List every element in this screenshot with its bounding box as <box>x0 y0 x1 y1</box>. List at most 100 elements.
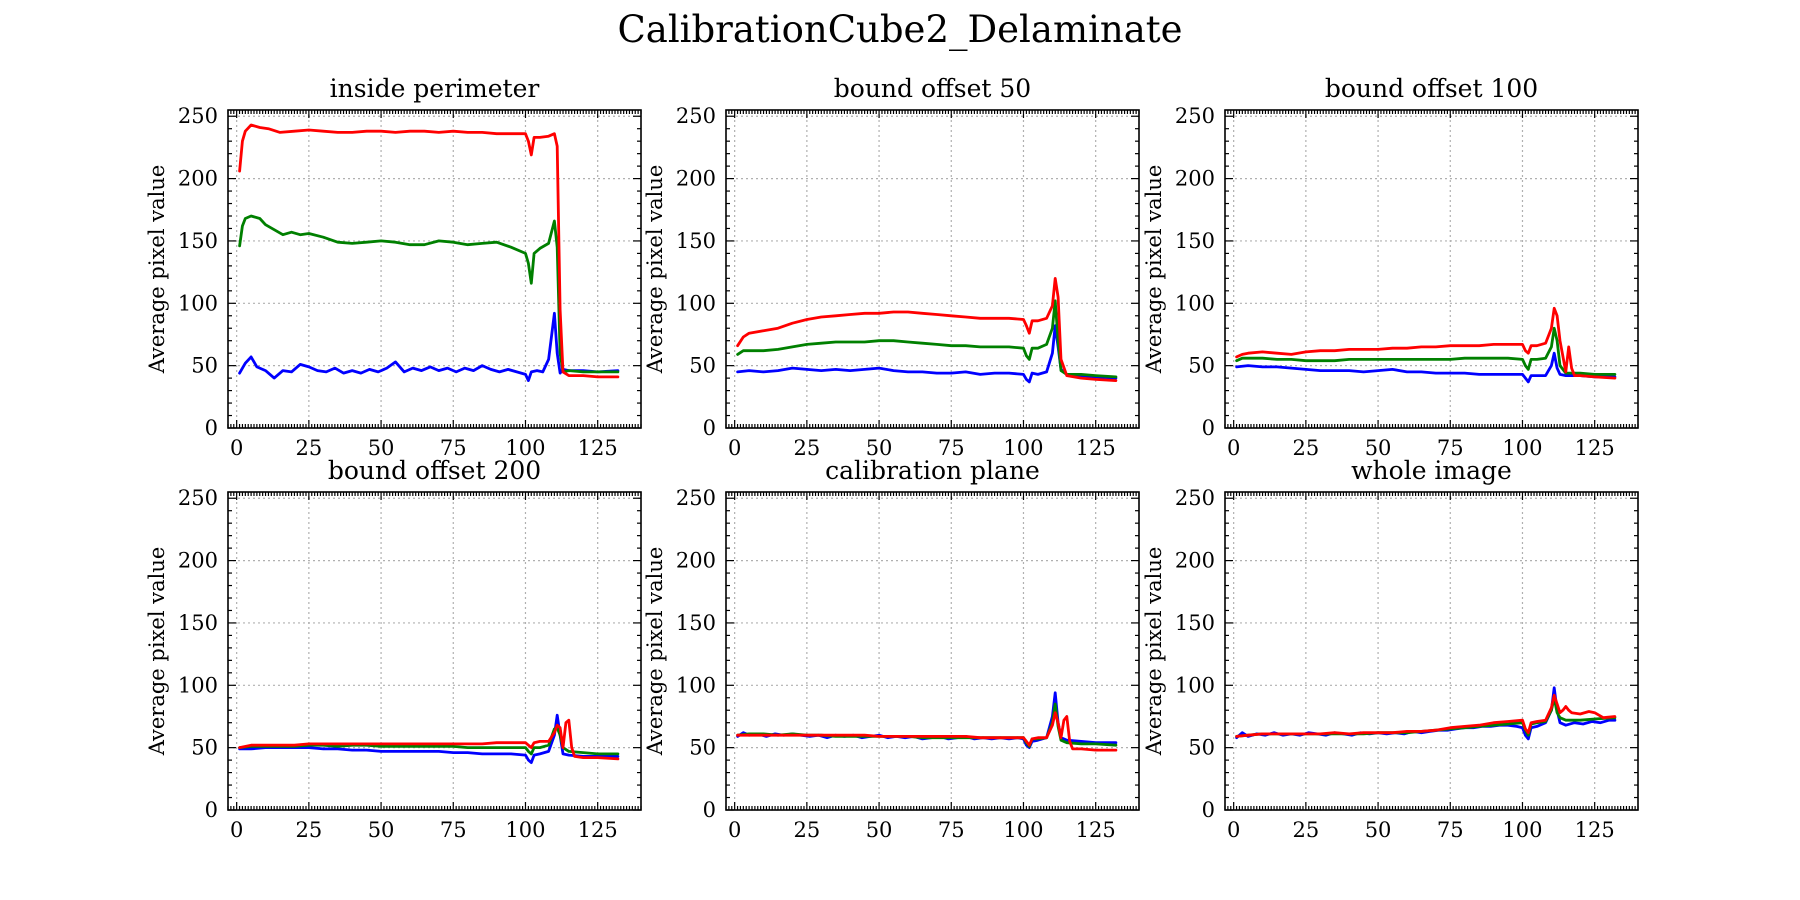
series-line-red <box>736 711 1118 752</box>
y-axis-label: Average pixel value <box>1142 165 1166 375</box>
series-line-blue <box>238 311 620 383</box>
x-tick-label: 100 <box>1502 436 1542 460</box>
x-tick-label: 75 <box>440 436 467 460</box>
series-line-red <box>736 276 1118 383</box>
x-tick-label: 100 <box>1502 818 1542 842</box>
y-tick-label: 100 <box>676 673 716 697</box>
x-tick-label: 50 <box>866 436 893 460</box>
y-tick-label: 150 <box>178 229 218 253</box>
subplot-title: inside perimeter <box>330 74 540 103</box>
subplot-title: whole image <box>1351 456 1512 485</box>
x-tick-label: 125 <box>1076 436 1116 460</box>
figure-title: CalibrationCube2_Delaminate <box>617 8 1182 52</box>
y-tick-label: 200 <box>676 167 716 191</box>
y-tick-label: 0 <box>1202 798 1215 822</box>
y-axis-label: Average pixel value <box>145 547 169 757</box>
y-tick-label: 150 <box>1175 611 1215 635</box>
x-tick-label: 75 <box>938 818 965 842</box>
y-tick-label: 100 <box>1175 291 1215 315</box>
x-tick-label: 0 <box>1227 436 1240 460</box>
y-tick-label: 250 <box>178 486 218 510</box>
y-tick-label: 150 <box>1175 229 1215 253</box>
subplot-title: bound offset 200 <box>328 456 541 485</box>
y-tick-label: 250 <box>676 104 716 128</box>
x-tick-label: 100 <box>1003 436 1043 460</box>
series-line-red <box>1235 306 1617 380</box>
subplot-3: 0 25 50 75 100 125 0 50 100 150 200 250 bound offset… <box>1142 74 1639 460</box>
plot-frame <box>725 491 1140 811</box>
x-tick-label: 75 <box>938 436 965 460</box>
x-tick-label: 75 <box>440 818 467 842</box>
x-tick-label: 125 <box>1575 436 1615 460</box>
y-axis-label: Average pixel value <box>145 165 169 375</box>
subplot-6: 0 25 50 75 100 125 0 50 100 150 200 250 whole image A… <box>1142 456 1639 842</box>
y-tick-label: 0 <box>205 416 218 440</box>
y-tick-label: 250 <box>676 486 716 510</box>
subplot-title: bound offset 100 <box>1325 74 1538 103</box>
series-line-blue <box>736 691 1118 749</box>
y-tick-label: 250 <box>178 104 218 128</box>
y-tick-label: 100 <box>178 291 218 315</box>
y-tick-label: 150 <box>676 229 716 253</box>
x-tick-label: 25 <box>1293 818 1320 842</box>
x-tick-label: 100 <box>505 436 545 460</box>
series-line-blue <box>1235 351 1617 384</box>
x-tick-label: 25 <box>793 818 820 842</box>
x-tick-label: 125 <box>1575 818 1615 842</box>
y-tick-label: 50 <box>191 354 218 378</box>
x-tick-label: 0 <box>728 818 741 842</box>
plot-frame <box>1224 109 1639 429</box>
series-line-red <box>238 123 620 379</box>
y-tick-label: 0 <box>205 798 218 822</box>
x-tick-label: 100 <box>1003 818 1043 842</box>
subplot-title: calibration plane <box>825 456 1040 485</box>
y-tick-label: 100 <box>178 673 218 697</box>
y-tick-label: 0 <box>703 798 716 822</box>
y-tick-label: 0 <box>703 416 716 440</box>
y-tick-label: 50 <box>191 736 218 760</box>
y-tick-label: 200 <box>1175 549 1215 573</box>
subplot-2: 0 25 50 75 100 125 0 50 100 150 200 250 bound offset… <box>643 74 1140 460</box>
x-tick-label: 25 <box>1293 436 1320 460</box>
x-tick-label: 50 <box>1365 436 1392 460</box>
y-tick-label: 250 <box>1175 104 1215 128</box>
y-tick-label: 200 <box>676 549 716 573</box>
y-tick-label: 150 <box>178 611 218 635</box>
x-tick-label: 50 <box>368 436 395 460</box>
x-tick-label: 50 <box>1365 818 1392 842</box>
x-tick-label: 50 <box>368 818 395 842</box>
series-line-green <box>238 214 620 374</box>
subplot-title: bound offset 50 <box>834 74 1031 103</box>
y-tick-label: 50 <box>1188 354 1215 378</box>
y-axis-label: Average pixel value <box>643 165 667 375</box>
x-tick-label: 25 <box>793 436 820 460</box>
plot-frame <box>227 109 642 429</box>
plot-frame <box>1224 491 1639 811</box>
y-axis-label: Average pixel value <box>643 547 667 757</box>
plot-frame <box>725 109 1140 429</box>
subplot-1: 0 25 50 75 100 125 0 50 100 150 200 250 inside perim… <box>145 74 642 460</box>
y-tick-label: 100 <box>676 291 716 315</box>
x-tick-label: 0 <box>230 818 243 842</box>
y-tick-label: 200 <box>178 167 218 191</box>
x-tick-label: 125 <box>578 818 618 842</box>
y-tick-label: 50 <box>689 354 716 378</box>
x-tick-label: 75 <box>1437 818 1464 842</box>
x-tick-label: 0 <box>230 436 243 460</box>
x-tick-label: 100 <box>505 818 545 842</box>
y-tick-label: 200 <box>1175 167 1215 191</box>
x-tick-label: 50 <box>866 818 893 842</box>
series-line-green <box>1235 326 1617 376</box>
series-line-green <box>736 299 1118 379</box>
y-tick-label: 50 <box>689 736 716 760</box>
x-tick-label: 0 <box>1227 818 1240 842</box>
x-tick-label: 25 <box>295 436 322 460</box>
x-tick-label: 25 <box>295 818 322 842</box>
x-tick-label: 75 <box>1437 436 1464 460</box>
x-tick-label: 0 <box>728 436 741 460</box>
y-tick-label: 100 <box>1175 673 1215 697</box>
subplot-4: 0 25 50 75 100 125 0 50 100 150 200 250 bound offset… <box>145 456 642 842</box>
y-tick-label: 250 <box>1175 486 1215 510</box>
y-axis-label: Average pixel value <box>1142 547 1166 757</box>
